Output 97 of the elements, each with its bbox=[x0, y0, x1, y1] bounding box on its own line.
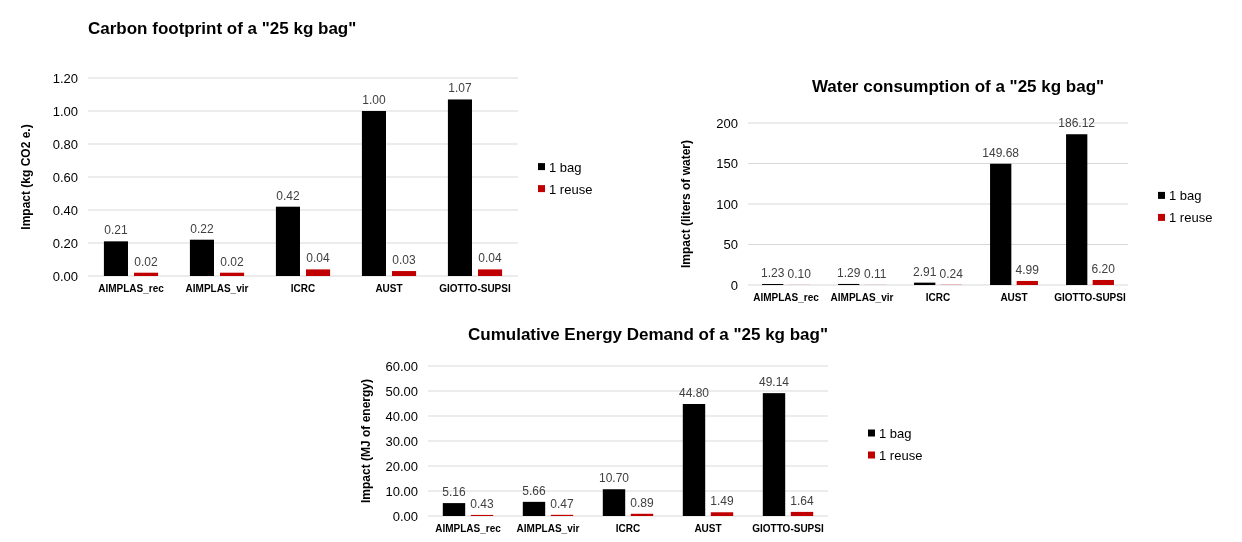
y-tick-label: 20.00 bbox=[385, 458, 418, 474]
bar bbox=[442, 503, 466, 516]
chart-title: Water consumption of a "25 kg bag" bbox=[811, 77, 1105, 96]
y-tick-label: 1.20 bbox=[52, 70, 78, 86]
legend-label: 1 bag bbox=[549, 159, 582, 175]
x-tick-label: AIMPLAS_vir bbox=[830, 292, 894, 303]
y-tick-label: 30.00 bbox=[385, 433, 418, 449]
bar bbox=[790, 511, 814, 516]
bar bbox=[220, 272, 245, 276]
x-tick-label: AUST bbox=[375, 283, 403, 294]
bar bbox=[682, 404, 706, 516]
y-tick-label: 10.00 bbox=[385, 483, 418, 499]
x-tick-label: AUST bbox=[1000, 292, 1028, 303]
bar bbox=[990, 163, 1012, 285]
y-tick-label: 0.40 bbox=[52, 202, 78, 218]
x-tick-label: AIMPLAS_rec bbox=[435, 523, 502, 534]
data-label: 1.23 bbox=[761, 266, 785, 280]
x-tick-label: GIOTTO-SUPSI bbox=[1054, 292, 1126, 303]
y-tick-label: 0.80 bbox=[52, 136, 78, 152]
data-label: 186.12 bbox=[1058, 116, 1096, 131]
x-tick-label: GIOTTO-SUPSI bbox=[439, 283, 511, 294]
x-tick-label: ICRC bbox=[290, 283, 316, 294]
data-label: 44.80 bbox=[678, 386, 710, 400]
legend-label: 1 reuse bbox=[1169, 210, 1213, 226]
data-label: 1.00 bbox=[362, 93, 386, 107]
y-tick-label: 60.00 bbox=[385, 358, 418, 374]
bar bbox=[392, 271, 417, 276]
data-label: 149.68 bbox=[982, 145, 1020, 160]
data-label: 0.02 bbox=[220, 254, 245, 269]
y-axis-title: Impact (liters of water) bbox=[679, 139, 693, 269]
bar bbox=[1066, 134, 1088, 285]
data-label: 4.99 bbox=[1015, 262, 1040, 277]
data-label: 0.24 bbox=[939, 266, 964, 281]
x-tick-label: ICRC bbox=[925, 292, 951, 303]
chart-title: Cumulative Energy Demand of a "25 kg bag" bbox=[468, 325, 828, 344]
x-tick-label: AIMPLAS_vir bbox=[516, 523, 580, 534]
y-tick-label: 0.60 bbox=[52, 169, 78, 185]
bar bbox=[134, 272, 159, 276]
y-tick-label: 50.00 bbox=[385, 383, 418, 399]
y-tick-label: 100 bbox=[716, 196, 738, 212]
bar bbox=[1092, 279, 1114, 285]
chart-title: Carbon footprint of a "25 kg bag" bbox=[88, 19, 357, 38]
y-axis-title: Impact (MJ of energy) bbox=[359, 378, 373, 504]
data-label: 0.47 bbox=[550, 496, 574, 511]
data-label: 0.04 bbox=[306, 251, 331, 266]
y-tick-label: 200 bbox=[716, 115, 738, 131]
data-label: 49.14 bbox=[758, 375, 790, 390]
bar bbox=[189, 239, 214, 276]
data-label: 10.70 bbox=[598, 471, 630, 486]
bar bbox=[103, 241, 128, 276]
data-label: 0.11 bbox=[864, 266, 887, 281]
data-label: 1.64 bbox=[790, 493, 814, 508]
bar bbox=[602, 489, 626, 516]
x-tick-label: AIMPLAS_vir bbox=[185, 283, 249, 294]
data-label: 0.03 bbox=[392, 253, 417, 268]
bar bbox=[762, 393, 786, 516]
y-tick-label: 1.00 bbox=[52, 103, 78, 119]
x-tick-label: AIMPLAS_rec bbox=[753, 292, 820, 303]
y-axis-title: Impact (kg CO2 e.) bbox=[19, 124, 33, 230]
data-label: 1.29 bbox=[837, 265, 861, 280]
data-label: 0.02 bbox=[134, 254, 159, 269]
y-tick-label: 0.00 bbox=[52, 268, 78, 284]
y-tick-label: 50 bbox=[723, 237, 738, 253]
data-label: 0.21 bbox=[104, 223, 128, 238]
y-tick-label: 0 bbox=[730, 277, 738, 293]
data-label: 0.89 bbox=[630, 495, 654, 510]
bar bbox=[1016, 280, 1038, 285]
x-tick-label: AUST bbox=[694, 523, 722, 534]
bar bbox=[361, 111, 386, 276]
data-label: 5.66 bbox=[522, 483, 546, 498]
x-tick-label: GIOTTO-SUPSI bbox=[752, 523, 824, 534]
legend-label: 1 bag bbox=[1169, 188, 1202, 204]
legend-label: 1 reuse bbox=[549, 181, 593, 197]
data-label: 1.49 bbox=[710, 494, 734, 509]
data-label: 5.16 bbox=[442, 485, 466, 500]
data-label: 0.22 bbox=[190, 221, 214, 236]
data-label: 1.07 bbox=[448, 81, 472, 96]
bar bbox=[710, 512, 734, 516]
y-tick-label: 150 bbox=[716, 156, 738, 172]
data-label: 0.43 bbox=[470, 496, 494, 511]
y-tick-label: 0.20 bbox=[52, 235, 78, 251]
x-tick-label: AIMPLAS_rec bbox=[98, 283, 165, 294]
y-tick-label: 40.00 bbox=[385, 408, 418, 424]
bar bbox=[275, 206, 300, 276]
bar bbox=[306, 269, 331, 276]
data-label: 2.91 bbox=[913, 264, 937, 279]
bar bbox=[522, 501, 546, 516]
y-tick-label: 0.00 bbox=[392, 508, 418, 524]
legend-label: 1 reuse bbox=[879, 448, 923, 464]
data-label: 0.04 bbox=[478, 251, 503, 266]
data-label: 0.10 bbox=[787, 266, 812, 281]
bar bbox=[478, 269, 503, 276]
bar bbox=[447, 99, 472, 276]
x-tick-label: ICRC bbox=[615, 523, 641, 534]
legend-label: 1 bag bbox=[879, 426, 912, 442]
data-label: 6.20 bbox=[1091, 261, 1116, 276]
data-label: 0.42 bbox=[276, 188, 300, 203]
